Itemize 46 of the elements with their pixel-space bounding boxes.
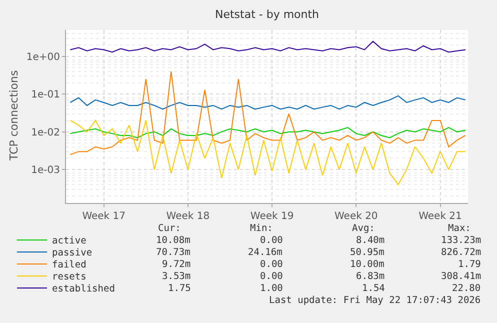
legend-label: failed bbox=[52, 260, 86, 271]
text: 1.54 bbox=[362, 283, 386, 294]
line-series bbox=[70, 40, 466, 53]
text: 0.00 bbox=[260, 271, 284, 282]
legend-label: resets bbox=[52, 272, 86, 283]
x-tick-label: Week 18 bbox=[166, 211, 210, 222]
legend-label: established bbox=[52, 284, 115, 295]
text: Min: bbox=[250, 223, 273, 234]
x-tick-label: Week 20 bbox=[334, 211, 378, 222]
text: 1.79 bbox=[458, 259, 482, 270]
text: 0.00 bbox=[260, 235, 284, 246]
x-tick-label: Week 19 bbox=[250, 211, 294, 222]
text: 1.75 bbox=[168, 283, 191, 294]
legend-label: passive bbox=[52, 248, 92, 259]
text: Max: bbox=[448, 223, 471, 234]
text: 0.00 bbox=[260, 259, 284, 270]
text: Avg: bbox=[352, 223, 375, 234]
text: 9.72m bbox=[162, 259, 191, 270]
y-tick-label: 1e-03 bbox=[31, 165, 60, 176]
text: 10.00m bbox=[350, 259, 385, 270]
x-tick-label: Week 17 bbox=[82, 211, 126, 222]
line-series bbox=[70, 120, 466, 186]
chart-title: Netstat - by month bbox=[214, 8, 320, 21]
line-series bbox=[70, 70, 466, 156]
legend-label: active bbox=[52, 236, 87, 247]
y-axis-title: TCP connections bbox=[8, 70, 20, 162]
text: 3.53m bbox=[162, 271, 191, 282]
text: 6.83m bbox=[356, 271, 385, 282]
text: 24.16m bbox=[248, 247, 283, 258]
text: 22.80 bbox=[452, 283, 481, 294]
text: 8.40m bbox=[356, 235, 385, 246]
text: 10.08m bbox=[156, 235, 191, 246]
x-tick-label: Week 21 bbox=[418, 211, 462, 222]
line-series bbox=[70, 127, 466, 138]
line-series bbox=[70, 95, 466, 110]
text: 70.73m bbox=[156, 247, 191, 258]
text: Cur: bbox=[158, 223, 181, 234]
y-tick-label: 1e+00 bbox=[26, 52, 60, 63]
text: 133.23m bbox=[441, 235, 482, 246]
text: 826.72m bbox=[441, 247, 482, 258]
y-tick-label: 1e-02 bbox=[31, 127, 60, 138]
text: 50.95m bbox=[350, 247, 385, 258]
text: Last update: Fri May 22 17:07:43 2026 bbox=[269, 295, 481, 306]
y-tick-label: 1e-01 bbox=[31, 90, 60, 101]
text: 1.00 bbox=[260, 283, 284, 294]
text: 308.41m bbox=[441, 271, 482, 282]
